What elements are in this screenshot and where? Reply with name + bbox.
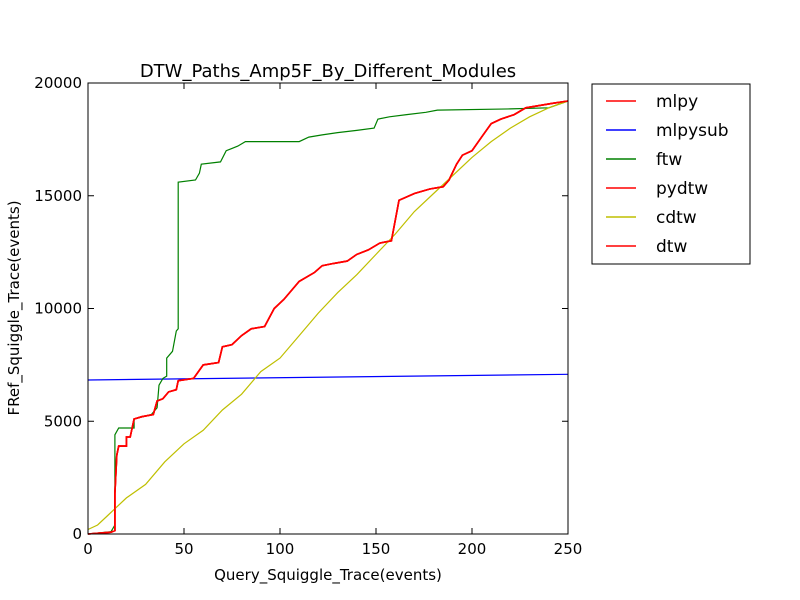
tick-layer: 0 50 100 150 200 250 0 5000 10000 15000 20000 <box>34 74 582 558</box>
y-axis-label: FRef_Squiggle_Trace(events) <box>5 200 24 415</box>
y-tick-label: 10000 <box>34 300 82 318</box>
series-line-mlpysub <box>87 373 569 381</box>
y-tick-label: 5000 <box>44 412 82 430</box>
x-tick-label: 0 <box>83 540 93 558</box>
series-line-dtw <box>87 100 569 535</box>
y-tick-label: 15000 <box>34 187 82 205</box>
series-line-cdtw <box>87 100 569 531</box>
x-tick-label: 50 <box>174 540 193 558</box>
y-tick-label: 20000 <box>34 74 82 92</box>
x-tick-label: 100 <box>266 540 295 558</box>
chart-title: DTW_Paths_Amp5F_By_Different_Modules <box>140 61 516 82</box>
series-layer <box>87 100 569 535</box>
legend-label-dtw: dtw <box>656 237 687 257</box>
y-tick-label: 0 <box>72 525 82 543</box>
legend-label-mlpy: mlpy <box>656 92 698 112</box>
legend: mlpy mlpysub ftw pydtw cdtw dtw <box>591 83 751 265</box>
x-tick-label: 150 <box>362 540 391 558</box>
x-tick-label: 250 <box>554 540 583 558</box>
legend-label-pydtw: pydtw <box>656 179 708 199</box>
x-axis-label: Query_Squiggle_Trace(events) <box>214 566 442 585</box>
legend-label-ftw: ftw <box>656 150 682 170</box>
legend-label-cdtw: cdtw <box>656 208 697 228</box>
legend-box <box>591 83 751 265</box>
legend-label-mlpysub: mlpysub <box>656 121 729 141</box>
x-tick-label: 200 <box>458 540 487 558</box>
